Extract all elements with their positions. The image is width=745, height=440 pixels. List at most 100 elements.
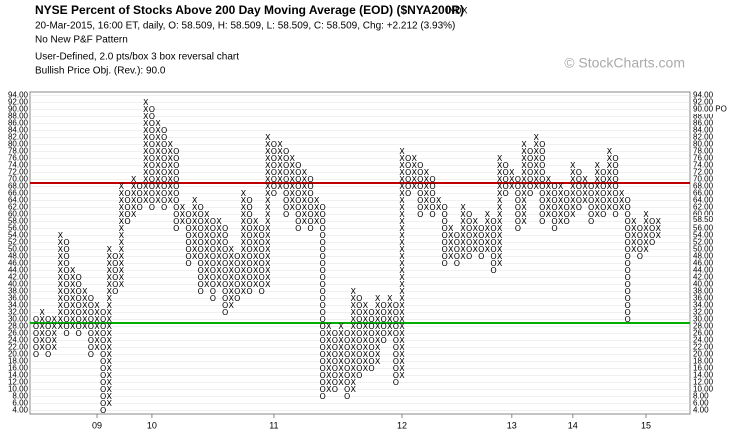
pf-box: O: [539, 217, 545, 226]
pf-box: X: [143, 126, 149, 135]
pf-box: X: [509, 168, 515, 177]
pf-box: X: [375, 350, 381, 359]
pf-box: X: [375, 357, 381, 366]
pf-box: O: [356, 371, 362, 380]
pf-box: X: [350, 301, 356, 310]
pf-box: X: [52, 322, 58, 331]
pf-box: O: [63, 252, 69, 261]
pf-box: X: [399, 168, 405, 177]
pf-box: X: [131, 210, 137, 219]
pf-box: O: [161, 168, 167, 177]
pf-box: O: [612, 189, 618, 198]
pf-box: X: [631, 224, 637, 233]
pf-box: O: [551, 210, 557, 219]
pf-box: X: [546, 196, 552, 205]
pf-box: O: [307, 217, 313, 226]
pf-box: O: [381, 329, 387, 338]
pf-box: O: [393, 315, 399, 324]
pf-box: X: [155, 154, 161, 163]
pf-box: X: [241, 259, 247, 268]
pf-box: O: [210, 252, 216, 261]
pf-box: X: [39, 322, 45, 331]
pf-box: O: [185, 210, 191, 219]
pf-box: O: [124, 196, 130, 205]
pf-box: O: [515, 217, 521, 226]
pf-box: X: [192, 196, 198, 205]
y-tick-label: 84.00: [8, 126, 29, 135]
y-tick-label: 8.00: [12, 392, 28, 401]
pf-box: O: [344, 364, 350, 373]
y-tick-label: 88.00: [693, 112, 714, 121]
pf-box: X: [302, 168, 308, 177]
pf-box: X: [180, 203, 186, 212]
pf-box: X: [155, 161, 161, 170]
y-tick-label: 28.00: [8, 322, 29, 331]
pf-box: O: [246, 273, 252, 282]
y-tick-label: 70.00: [8, 175, 29, 184]
pf-box: X: [277, 140, 283, 149]
pf-box: O: [295, 168, 301, 177]
pf-box: O: [88, 315, 94, 324]
pf-box: X: [472, 245, 478, 254]
pf-box: O: [649, 231, 655, 240]
pf-box: O: [185, 224, 191, 233]
y-tick-label: 66.00: [693, 189, 714, 198]
pf-box: X: [570, 196, 576, 205]
pf-box: O: [149, 105, 155, 114]
pf-box: X: [533, 175, 539, 184]
pf-box: O: [454, 245, 460, 254]
pf-box: O: [271, 189, 277, 198]
pf-box: O: [271, 147, 277, 156]
pf-box: X: [119, 182, 125, 191]
pf-box: O: [454, 252, 460, 261]
pf-box: X: [350, 371, 356, 380]
pf-box: O: [100, 350, 106, 359]
pf-box: O: [368, 343, 374, 352]
pf-box: X: [570, 168, 576, 177]
pf-box: X: [424, 182, 430, 191]
pf-box: O: [271, 182, 277, 191]
pf-box: O: [88, 343, 94, 352]
pf-box: O: [112, 280, 118, 289]
pf-box: O: [246, 287, 252, 296]
pf-box: X: [82, 287, 88, 296]
pf-box: O: [649, 224, 655, 233]
pf-box: X: [241, 280, 247, 289]
pf-box: O: [637, 245, 643, 254]
pf-box: X: [265, 217, 271, 226]
pf-box: O: [320, 350, 326, 359]
pf-box: X: [241, 252, 247, 261]
pf-box: X: [350, 336, 356, 345]
pf-box: X: [399, 238, 405, 247]
pf-box: O: [368, 315, 374, 324]
pf-box: X: [204, 273, 210, 282]
pf-box: X: [521, 196, 527, 205]
pf-box: X: [58, 245, 64, 254]
pf-box: X: [399, 357, 405, 366]
pf-box: X: [241, 231, 247, 240]
pf-box: X: [558, 196, 564, 205]
pf-box: O: [246, 217, 252, 226]
pf-box: O: [246, 266, 252, 275]
pf-box: X: [302, 196, 308, 205]
pf-box: O: [356, 343, 362, 352]
pf-box: O: [45, 336, 51, 345]
pf-box: X: [106, 385, 112, 394]
pf-box: X: [448, 231, 454, 240]
pf-box: X: [39, 329, 45, 338]
pf-box: X: [228, 273, 234, 282]
pf-box: X: [253, 266, 259, 275]
pf-box: O: [429, 196, 435, 205]
pf-box: X: [119, 210, 125, 219]
y-tick-label: 18.00: [8, 357, 29, 366]
pf-box: X: [485, 217, 491, 226]
pf-box: X: [521, 154, 527, 163]
pf-box: X: [204, 231, 210, 240]
